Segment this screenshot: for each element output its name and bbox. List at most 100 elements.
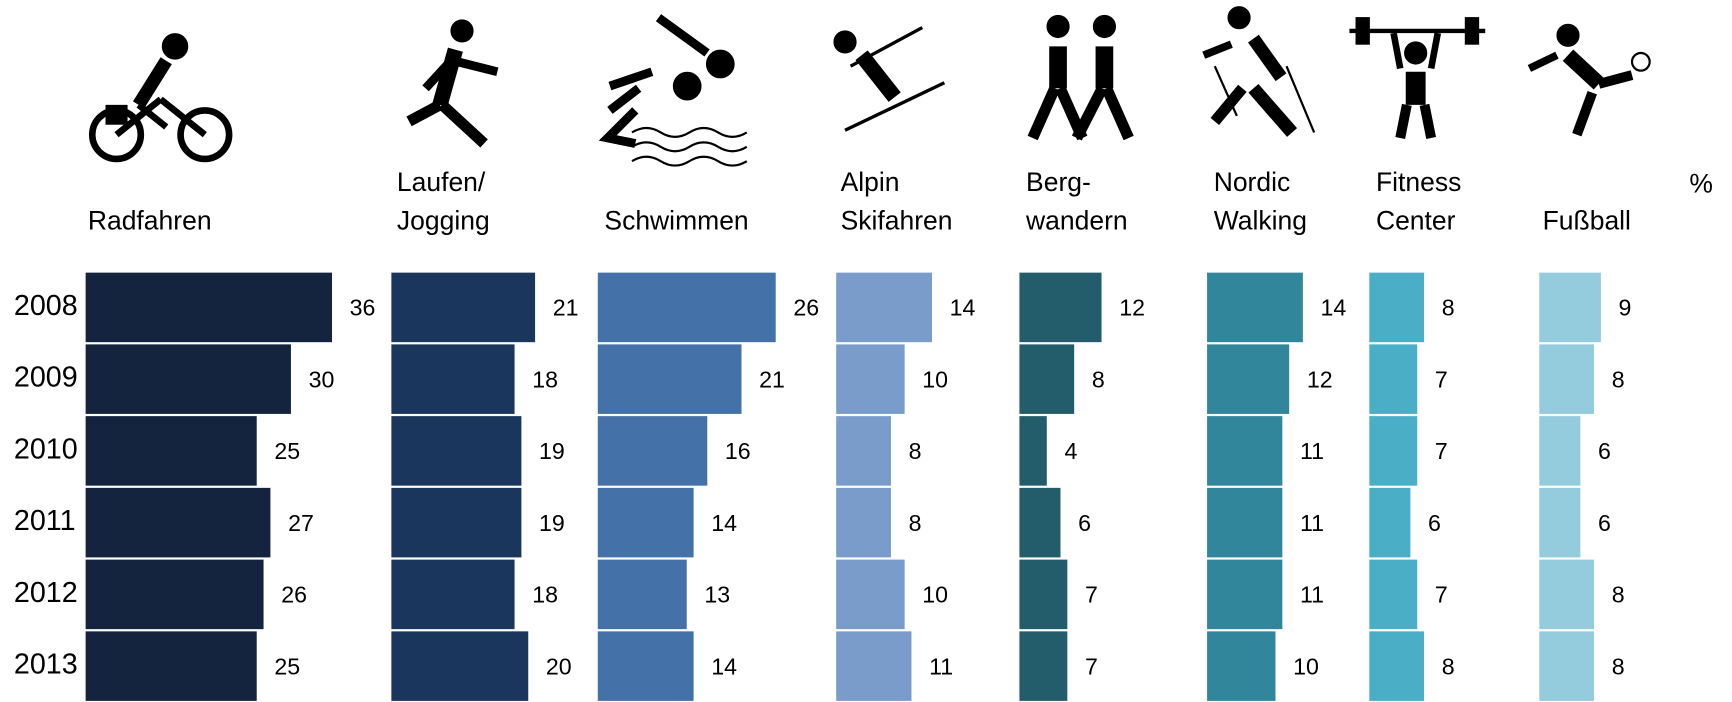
value-label: 19 xyxy=(539,438,565,464)
bar xyxy=(1539,344,1595,414)
bar xyxy=(391,272,536,343)
value-label: 20 xyxy=(546,653,572,679)
bar xyxy=(836,416,891,486)
series-label: Laufen/ Jogging xyxy=(396,167,490,237)
value-label: 10 xyxy=(1293,653,1319,679)
series-label-wrap: Laufen/ Jogging xyxy=(397,155,563,241)
value-label: 16 xyxy=(725,438,751,464)
bar xyxy=(1369,487,1411,558)
value-label: 21 xyxy=(759,366,785,392)
bar xyxy=(597,272,776,343)
bar xyxy=(391,631,529,701)
icon-football xyxy=(1527,23,1651,137)
series-label: Radfahren xyxy=(87,206,212,237)
bar xyxy=(1369,416,1418,486)
value-label: 8 xyxy=(1612,366,1625,392)
series-label-box: Alpin Skifahren xyxy=(840,167,953,237)
value-label: 6 xyxy=(1598,438,1611,464)
series-label-wrap: Fußball xyxy=(1543,155,1709,241)
value-label: 4 xyxy=(1064,438,1077,464)
year-label: 2012 xyxy=(14,577,78,609)
value-label: 6 xyxy=(1428,510,1441,536)
bar xyxy=(1369,344,1418,414)
value-label: 25 xyxy=(274,438,300,464)
series-label-box: Fußball xyxy=(1543,155,1709,241)
series-label-wrap: Radfahren xyxy=(88,155,254,241)
bar xyxy=(85,559,264,630)
series-label: Nordic Walking xyxy=(1213,167,1307,237)
bar xyxy=(1019,416,1047,486)
bar xyxy=(85,344,291,414)
series-label: Berg- wandern xyxy=(1026,167,1128,237)
bar xyxy=(1369,631,1425,701)
value-label: 12 xyxy=(1119,295,1145,321)
series-label-box: Berg- wandern xyxy=(1026,167,1128,237)
value-label: 18 xyxy=(532,582,558,608)
icon-skiing xyxy=(833,26,946,132)
year-label: 2010 xyxy=(14,433,78,465)
value-label: 8 xyxy=(1442,295,1455,321)
bar xyxy=(1539,272,1601,343)
series-label: Fußball xyxy=(1542,206,1631,237)
series-label-box: Schwimmen xyxy=(604,206,748,236)
value-label: 36 xyxy=(350,295,376,321)
year-label: 2013 xyxy=(14,649,78,681)
value-label: 8 xyxy=(1092,366,1105,392)
value-label: 14 xyxy=(711,510,737,536)
value-label: 7 xyxy=(1435,366,1448,392)
year-label: 2009 xyxy=(14,362,78,394)
value-label: 26 xyxy=(793,295,819,321)
value-label: 7 xyxy=(1085,582,1098,608)
bar xyxy=(1207,559,1283,630)
value-label: 8 xyxy=(1612,653,1625,679)
icon-nordic-walking xyxy=(1202,6,1316,137)
series-label-box: Radfahren xyxy=(88,155,254,241)
bar xyxy=(1019,631,1068,701)
bar xyxy=(1539,631,1595,701)
icon-hiking xyxy=(1027,14,1134,141)
value-label: 7 xyxy=(1435,582,1448,608)
series-label: Alpin Skifahren xyxy=(840,167,953,237)
value-label: 18 xyxy=(532,366,558,392)
value-label: 27 xyxy=(288,510,314,536)
value-label: 13 xyxy=(704,582,730,608)
value-label: 8 xyxy=(909,510,922,536)
bar xyxy=(1539,416,1581,486)
year-label: 2011 xyxy=(14,505,76,537)
unit-label: % xyxy=(1689,168,1713,198)
bar xyxy=(391,344,515,414)
value-label: 8 xyxy=(1442,653,1455,679)
value-label: 25 xyxy=(274,653,300,679)
icon-running xyxy=(406,19,499,148)
bar xyxy=(1207,272,1303,343)
icon-fitness xyxy=(1349,17,1486,139)
value-label: 6 xyxy=(1078,510,1091,536)
bar xyxy=(1019,272,1102,343)
value-label: 14 xyxy=(711,653,737,679)
bar xyxy=(836,344,905,414)
bar xyxy=(1207,344,1290,414)
bar xyxy=(85,272,332,343)
bar xyxy=(85,631,257,701)
value-label: 10 xyxy=(922,366,948,392)
value-label: 14 xyxy=(950,295,976,321)
value-label: 11 xyxy=(1300,438,1324,464)
series-label-box: Laufen/ Jogging xyxy=(397,155,563,241)
bar xyxy=(1019,487,1061,558)
value-label: 12 xyxy=(1307,366,1333,392)
value-label: 8 xyxy=(909,438,922,464)
bar xyxy=(1539,487,1581,558)
icon-swimming xyxy=(598,14,748,167)
series-label-wrap: Nordic Walking xyxy=(1214,155,1380,241)
bar xyxy=(1369,272,1425,343)
value-label: 9 xyxy=(1619,295,1632,321)
series-label: Fitness Center xyxy=(1375,167,1462,237)
value-label: 11 xyxy=(1300,582,1324,608)
bar xyxy=(597,344,742,414)
icon-cycling xyxy=(88,33,233,163)
bar xyxy=(1207,487,1283,558)
value-label: 21 xyxy=(553,295,579,321)
value-label: 11 xyxy=(1300,510,1324,536)
bar xyxy=(391,416,522,486)
